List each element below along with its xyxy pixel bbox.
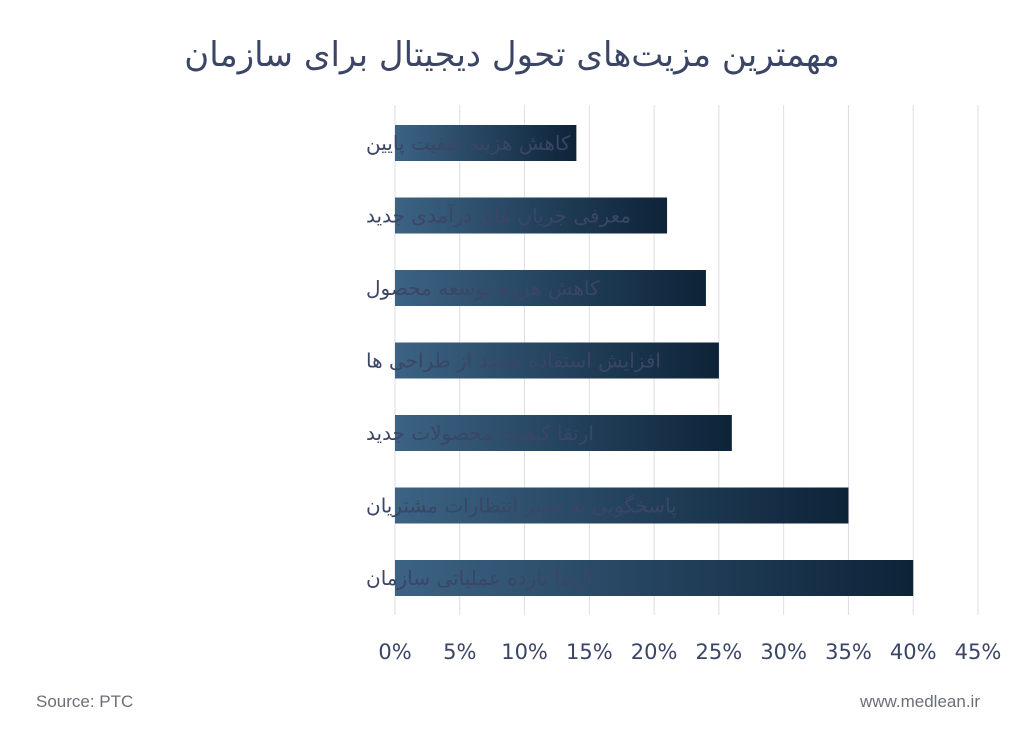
x-tick-label: 35% bbox=[825, 640, 872, 664]
x-tick-label: 10% bbox=[501, 640, 548, 664]
chart-title: مهمترین مزیت‌های تحول دیجیتال برای سازما… bbox=[184, 35, 840, 75]
category-labels: کاهش هزینه کیفیت پایین معرفی جریان های در… bbox=[366, 131, 677, 590]
x-tick-label: 30% bbox=[760, 640, 807, 664]
category-label: کاهش هزینه توسعه محصول bbox=[366, 276, 600, 300]
bar bbox=[395, 487, 849, 524]
x-tick-label: 40% bbox=[890, 640, 937, 664]
x-tick-label: 25% bbox=[696, 640, 743, 664]
bar bbox=[395, 560, 914, 596]
x-tick-labels: 0% 5% 10% 15% 20% 25% 30% 35% 40% 45% bbox=[378, 640, 1001, 664]
website-link[interactable]: www.medlean.ir bbox=[860, 692, 980, 711]
x-tick-label: 0% bbox=[378, 640, 411, 664]
x-tick-label: 20% bbox=[631, 640, 678, 664]
category-label: معرفی جریان های درآمدی جدید bbox=[366, 203, 631, 228]
bars bbox=[395, 125, 914, 596]
category-label: پاسخگویی به تغییر انتظارات مشتریان bbox=[366, 494, 677, 519]
x-tick-label: 5% bbox=[443, 640, 476, 664]
bar bbox=[395, 415, 732, 451]
source-note: Source: PTC bbox=[36, 692, 134, 711]
bar bbox=[395, 197, 668, 234]
bar bbox=[395, 342, 719, 379]
category-label: ارتقا بازده عملیاتی سازمان bbox=[366, 566, 591, 590]
bar bbox=[395, 125, 577, 161]
category-label: افزایش استفاده مجدد از طراحی ها bbox=[366, 349, 661, 373]
category-label: ارتقا کیفیت محصولات جدید bbox=[366, 421, 594, 445]
category-label: کاهش هزینه کیفیت پایین bbox=[366, 131, 571, 156]
x-tick-label: 15% bbox=[566, 640, 613, 664]
bar bbox=[395, 270, 706, 306]
x-tick-label: 45% bbox=[955, 640, 1002, 664]
